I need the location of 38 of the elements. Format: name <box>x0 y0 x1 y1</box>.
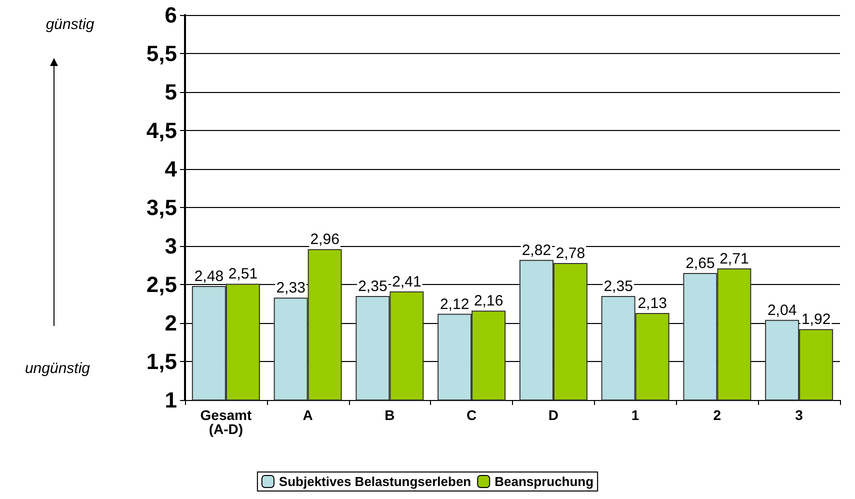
data-label: 2,51 <box>228 266 258 283</box>
data-label: 2,96 <box>310 231 340 248</box>
y-tick-label: 2,5 <box>146 272 177 297</box>
y-tick-label: 5 <box>164 80 177 104</box>
data-label: 2,65 <box>686 254 715 272</box>
y-tick-label: 4 <box>164 156 178 182</box>
x-tick-label: A <box>302 407 313 423</box>
legend-label: Subjektives Belastungserleben <box>278 474 472 489</box>
y-tick-label: 1,5 <box>146 349 177 374</box>
data-label: 2,48 <box>194 268 224 286</box>
x-tick-label: Gesamt (A-D) <box>200 407 252 437</box>
y-tick-label: 4,5 <box>146 118 177 143</box>
data-label: 2,12 <box>440 296 470 313</box>
data-label: 2,35 <box>358 278 388 296</box>
x-tick-label: 3 <box>795 407 804 423</box>
data-label: 2,41 <box>392 273 422 290</box>
x-tick-label: D <box>548 407 558 423</box>
text: günstig <box>44 16 96 33</box>
x-tick-label: B <box>384 407 395 423</box>
y-tick-label: 5,5 <box>146 41 177 66</box>
x-tick-label: 1 <box>631 407 640 423</box>
data-label: 2,82 <box>522 242 552 259</box>
x-tick-label: 2 <box>713 407 722 423</box>
data-label: 2,33 <box>276 280 306 297</box>
data-label: 2,71 <box>720 250 749 268</box>
x-tick-label: C <box>466 407 477 423</box>
text: ungünstig <box>24 360 92 377</box>
data-label: 2,16 <box>474 292 504 310</box>
y-tick-label: 3 <box>164 234 177 258</box>
data-label: 1,92 <box>801 311 831 328</box>
y-tick-label: 3,5 <box>146 195 177 220</box>
data-label: 2,04 <box>767 302 797 319</box>
data-label: 2,78 <box>556 244 586 262</box>
data-label: 2,13 <box>638 294 667 312</box>
legend-label: Beanspruchung <box>494 474 594 489</box>
y-tick-label: 6 <box>164 2 177 28</box>
data-label: 2,35 <box>604 278 633 296</box>
y-tick-label: 2 <box>164 310 177 336</box>
